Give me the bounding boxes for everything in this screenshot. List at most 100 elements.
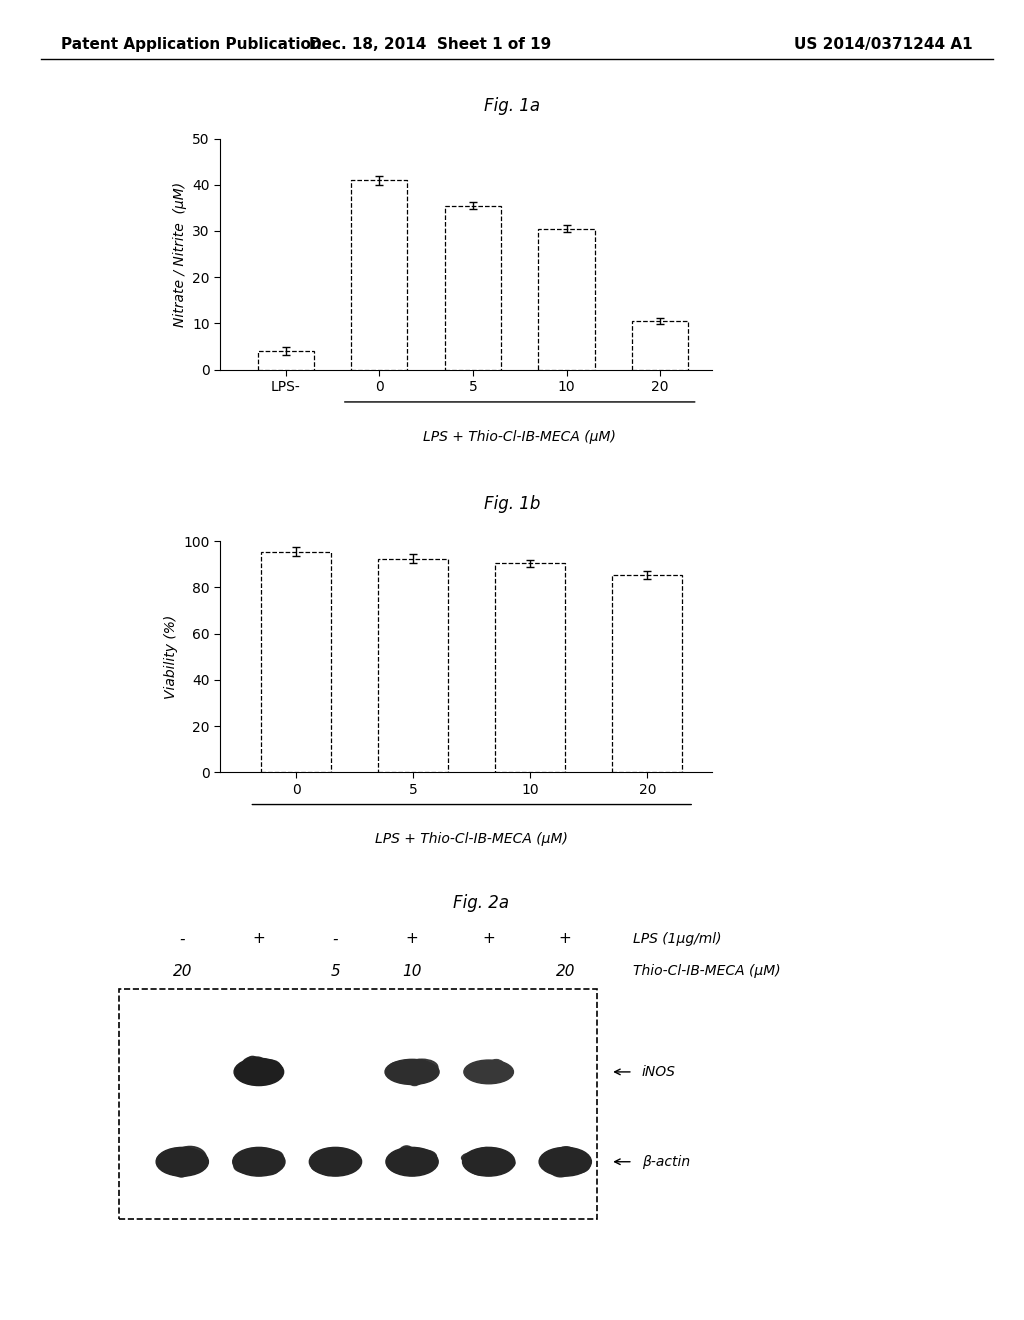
Ellipse shape [173,1155,198,1176]
Ellipse shape [244,1154,274,1172]
Ellipse shape [389,1061,410,1074]
Ellipse shape [261,1067,281,1080]
Ellipse shape [245,1151,269,1170]
Ellipse shape [479,1061,495,1076]
Text: Patent Application Publication: Patent Application Publication [61,37,323,53]
Ellipse shape [549,1158,572,1177]
Text: β-actin: β-actin [642,1155,690,1168]
Ellipse shape [471,1152,494,1170]
Ellipse shape [156,1147,209,1176]
Ellipse shape [474,1147,498,1166]
Ellipse shape [568,1159,588,1170]
Ellipse shape [172,1152,197,1164]
Ellipse shape [326,1160,346,1172]
Ellipse shape [260,1158,281,1175]
Text: Dec. 18, 2014  Sheet 1 of 19: Dec. 18, 2014 Sheet 1 of 19 [309,37,551,53]
Ellipse shape [158,1156,194,1171]
Ellipse shape [402,1067,428,1077]
Text: LPS (1μg/ml): LPS (1μg/ml) [633,932,721,946]
Ellipse shape [482,1152,509,1167]
Text: 20: 20 [555,964,575,979]
Ellipse shape [565,1158,590,1173]
Bar [351,180,408,370]
Text: +: + [253,932,265,946]
Bar [258,351,313,370]
Ellipse shape [395,1162,427,1172]
Ellipse shape [311,1160,336,1172]
Text: LPS + Thio-Cl-IB-MECA (μM): LPS + Thio-Cl-IB-MECA (μM) [423,430,616,444]
Ellipse shape [392,1154,417,1167]
Ellipse shape [484,1156,515,1171]
Ellipse shape [260,1150,283,1163]
Ellipse shape [251,1067,269,1084]
Ellipse shape [539,1147,592,1176]
Ellipse shape [165,1156,198,1176]
Ellipse shape [408,1060,431,1078]
Ellipse shape [173,1155,190,1177]
Text: -: - [179,932,185,946]
Ellipse shape [406,1150,431,1171]
Bar [261,552,332,772]
Ellipse shape [470,1155,504,1173]
Ellipse shape [464,1060,513,1084]
Text: 5: 5 [331,964,340,979]
Ellipse shape [385,1060,439,1085]
Ellipse shape [469,1067,500,1081]
Ellipse shape [387,1152,417,1173]
Ellipse shape [241,1057,257,1080]
Ellipse shape [483,1069,512,1078]
Text: Thio-Cl-IB-MECA (μM): Thio-Cl-IB-MECA (μM) [633,965,780,978]
Bar [539,228,595,370]
Ellipse shape [482,1150,499,1163]
Text: +: + [559,932,571,946]
Bar [444,206,501,370]
Ellipse shape [555,1147,578,1167]
Ellipse shape [478,1061,506,1076]
Ellipse shape [397,1146,416,1166]
Ellipse shape [541,1154,564,1168]
Y-axis label: Nitrate / Nitrite  (μM): Nitrate / Nitrite (μM) [173,182,186,326]
Ellipse shape [312,1156,341,1172]
Ellipse shape [243,1150,266,1170]
Text: iNOS: iNOS [642,1065,676,1078]
Ellipse shape [242,1060,268,1081]
Ellipse shape [244,1056,261,1078]
Ellipse shape [157,1152,185,1167]
Text: +: + [482,932,495,946]
Ellipse shape [387,1064,417,1081]
Ellipse shape [541,1156,571,1170]
Ellipse shape [413,1151,432,1172]
Ellipse shape [407,1059,438,1076]
Ellipse shape [409,1150,436,1163]
Text: -: - [333,932,338,946]
Bar [612,574,682,772]
Text: 20: 20 [172,964,193,979]
Ellipse shape [255,1154,272,1168]
Ellipse shape [328,1154,351,1168]
Ellipse shape [254,1154,283,1168]
Ellipse shape [174,1146,206,1170]
Ellipse shape [406,1068,423,1085]
Ellipse shape [234,1059,284,1085]
Ellipse shape [403,1064,436,1077]
Ellipse shape [321,1159,337,1176]
Ellipse shape [463,1147,515,1176]
Ellipse shape [169,1158,185,1173]
Text: Fig. 2a: Fig. 2a [454,894,509,912]
Ellipse shape [248,1057,267,1077]
Ellipse shape [546,1156,581,1173]
Text: Fig. 1a: Fig. 1a [484,96,540,115]
Ellipse shape [315,1150,343,1166]
Ellipse shape [481,1065,506,1077]
Ellipse shape [232,1147,285,1176]
Ellipse shape [462,1152,490,1164]
Bar [378,558,449,772]
Text: 10: 10 [402,964,422,979]
Y-axis label: Viability (%): Viability (%) [164,615,178,698]
Bar [632,321,688,370]
Text: +: + [406,932,419,946]
Ellipse shape [326,1159,343,1173]
Bar [496,564,565,772]
Ellipse shape [330,1156,355,1173]
Ellipse shape [309,1147,361,1176]
